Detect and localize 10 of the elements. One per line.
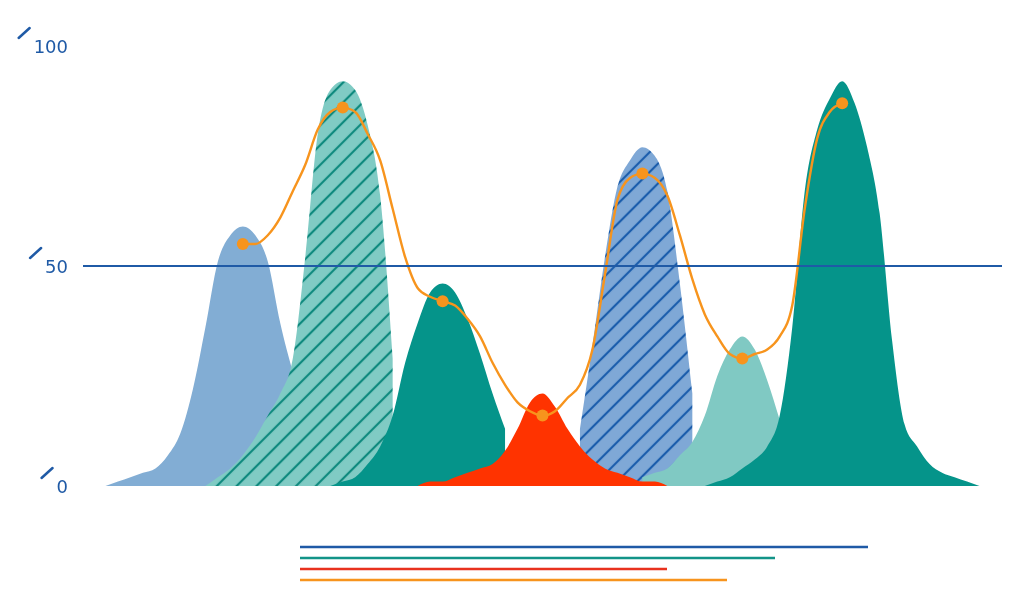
- point: [736, 352, 749, 365]
- y-tick-label: 50: [45, 255, 68, 277]
- point: [636, 167, 649, 180]
- point: [436, 295, 449, 308]
- point: [536, 409, 549, 422]
- y-tick-label: 0: [56, 475, 68, 497]
- point: [836, 97, 849, 110]
- y-tick-label: 100: [33, 35, 68, 57]
- point: [236, 238, 249, 250]
- point: [336, 101, 349, 114]
